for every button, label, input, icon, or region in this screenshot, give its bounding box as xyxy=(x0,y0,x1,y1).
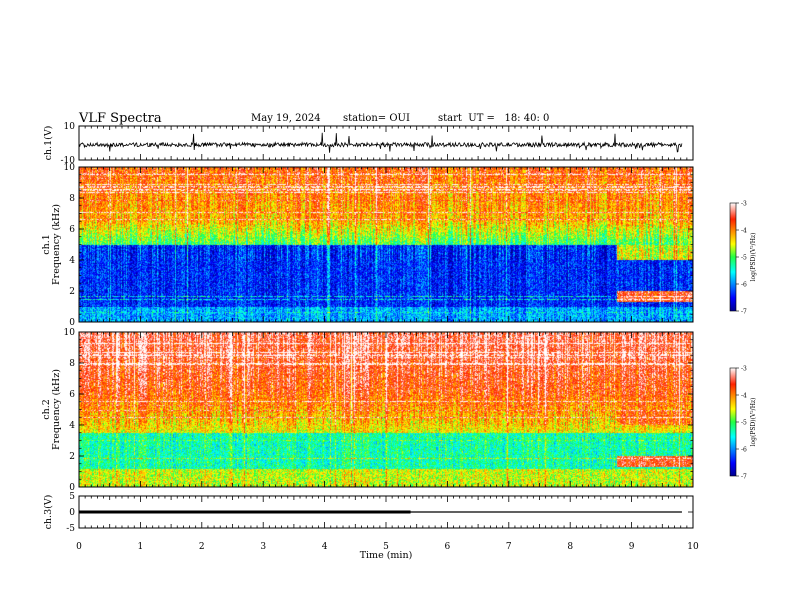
colorbar-tick-label: -7 xyxy=(741,474,747,481)
x-tick-label: 8 xyxy=(567,542,573,552)
colorbar-tick-label: -5 xyxy=(741,420,747,427)
x-tick-label: 5 xyxy=(383,542,389,552)
y-tick-label: 0 xyxy=(69,508,75,518)
x-tick-label: 3 xyxy=(260,542,266,552)
colorbar-tick-label: -5 xyxy=(741,255,747,262)
x-tick-label: 9 xyxy=(629,542,635,552)
colorbar xyxy=(729,367,737,477)
y-tick-label: 8 xyxy=(69,194,75,204)
y-tick-label: 2 xyxy=(69,452,75,462)
y-tick-label: 10 xyxy=(64,163,76,173)
x-tick-label: 10 xyxy=(687,542,699,552)
spectrogram-ch1 xyxy=(79,167,693,322)
y-axis-label: ch.1(V) xyxy=(43,126,54,161)
colorbar-tick-label: -6 xyxy=(741,447,747,454)
x-tick-label: 0 xyxy=(76,542,82,552)
date-label: May 19, 2024 xyxy=(251,113,321,124)
start-time-label: start UT = 18: 40: 0 xyxy=(438,113,550,124)
colorbar xyxy=(729,202,737,312)
y-tick-label: 2 xyxy=(69,287,75,297)
spectrogram-ch2 xyxy=(79,332,693,487)
y-axis-label: ch.1 xyxy=(41,234,52,255)
x-tick-label: 6 xyxy=(445,542,451,552)
y-tick-label: 8 xyxy=(69,359,75,369)
y-axis-label: Frequency (kHz) xyxy=(51,369,62,450)
y-axis-label: ch.2 xyxy=(41,399,52,420)
colorbar-tick-label: -7 xyxy=(741,309,747,316)
y-tick-label: 10 xyxy=(64,328,76,338)
y-tick-label: 4 xyxy=(69,256,75,266)
x-axis-label: Time (min) xyxy=(360,550,413,561)
y-tick-label: 6 xyxy=(69,390,75,400)
colorbar-tick-label: -3 xyxy=(741,366,747,373)
y-axis-label: ch.3(V) xyxy=(43,495,54,530)
colorbar-tick-label: -4 xyxy=(741,393,747,400)
y-axis-label: Frequency (kHz) xyxy=(51,204,62,285)
colorbar-label: log(PSD)(V²/Hz) xyxy=(750,398,757,447)
x-tick-label: 1 xyxy=(138,542,144,552)
x-tick-label: 2 xyxy=(199,542,205,552)
x-tick-label: 4 xyxy=(322,542,328,552)
colorbar-tick-label: -4 xyxy=(741,228,747,235)
y-tick-label: 6 xyxy=(69,225,75,235)
y-tick-label: -5 xyxy=(66,524,75,534)
y-tick-label: 0 xyxy=(69,483,75,493)
x-tick-label: 7 xyxy=(506,542,512,552)
colorbar-tick-label: -6 xyxy=(741,282,747,289)
y-tick-label: 10 xyxy=(64,122,76,132)
y-tick-label: 4 xyxy=(69,421,75,431)
y-tick-label: 5 xyxy=(69,492,75,502)
ch1-voltage-trace xyxy=(78,132,683,153)
colorbar-tick-label: -3 xyxy=(741,201,747,208)
y-tick-label: 0 xyxy=(69,318,75,328)
chart-title: VLF Spectra xyxy=(79,111,162,126)
y-tick-label: -10 xyxy=(61,156,76,166)
colorbar-label: log(PSD)(V²/Hz) xyxy=(750,233,757,282)
station-label: station= OUI xyxy=(343,113,410,124)
